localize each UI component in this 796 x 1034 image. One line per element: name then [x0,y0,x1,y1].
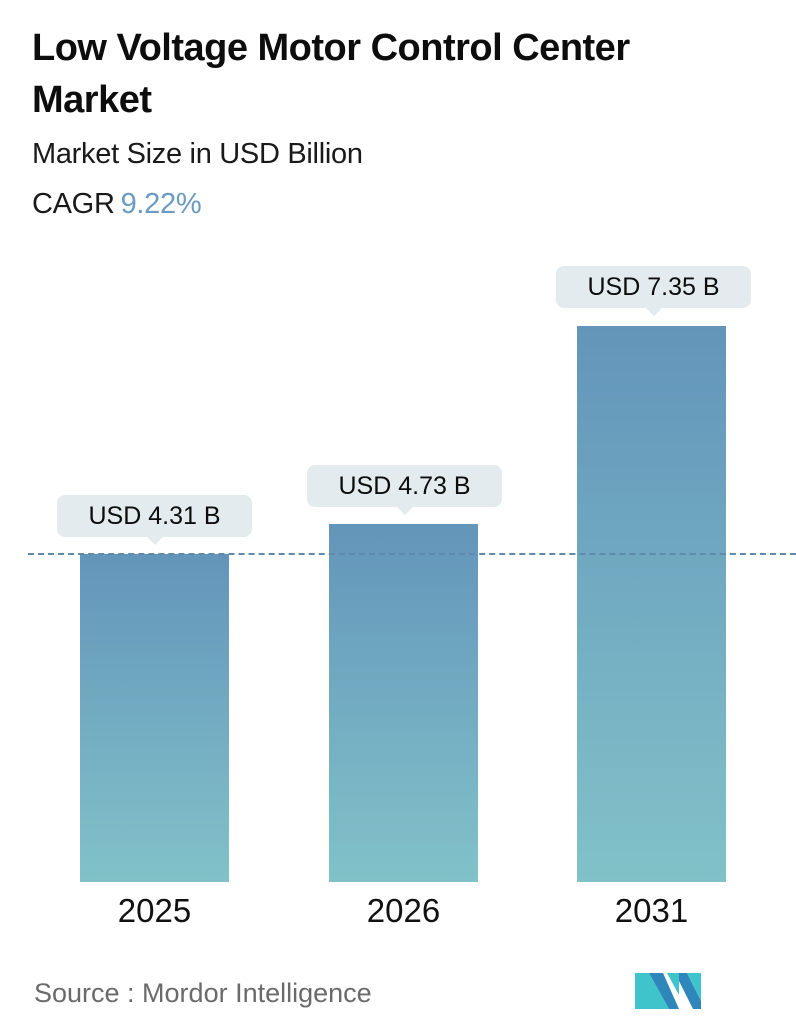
x-label-2031: 2031 [614,892,689,929]
bar-2031 [577,326,726,882]
cagr-row: CAGR 9.22% [32,188,202,221]
mordor-intelligence-logo-icon [635,973,701,1009]
value-label-2026: USD 4.73 B [307,465,502,515]
value-label-2025: USD 4.31 B [57,495,252,545]
bar-2026 [329,524,478,882]
reference-dashed-line [28,553,796,555]
cagr-label: CAGR [32,188,115,220]
x-label-2025: 2025 [117,892,192,929]
bar-2025 [80,554,229,882]
chart-title: Low Voltage Motor Control Center Market [32,27,630,121]
value-label-2031: USD 7.35 B [556,266,751,316]
source-text: Source : Mordor Intelligence [34,978,372,1008]
x-label-2026: 2026 [366,892,441,929]
chart-subtitle: Market Size in USD Billion [32,138,363,170]
cagr-value: 9.22% [120,188,202,220]
